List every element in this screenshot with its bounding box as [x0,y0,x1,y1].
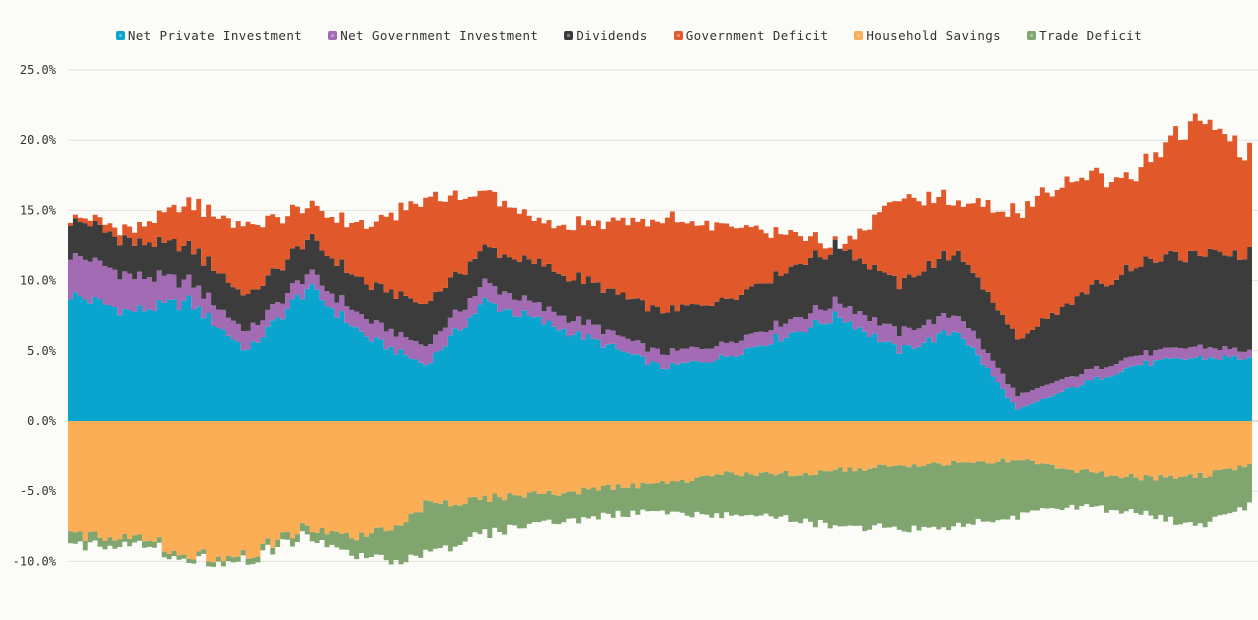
y-tick-label: 15.0% [20,203,57,217]
y-tick-label: 20.0% [20,133,57,147]
legend-swatch-icon [1027,30,1037,40]
y-tick-label: 0.0% [27,414,57,428]
legend-swatch-icon [115,30,125,40]
y-tick-label: 10.0% [20,274,57,288]
legend-swatch-icon [328,30,338,40]
legend-item[interactable]: Net Government Investment [328,28,538,43]
legend-item[interactable]: Dividends [564,28,647,43]
legend-label: Net Private Investment [127,27,303,43]
legend-label: Household Savings [866,27,1002,43]
legend: Net Private Investment Net Government Inv… [0,24,1258,46]
y-tick-label: -5.0% [20,484,57,498]
series-area-trade-deficit[interactable] [68,458,1252,567]
legend-item[interactable]: Trade Deficit [1027,28,1142,43]
legend-label: Government Deficit [685,27,829,43]
y-tick-label: 25.0% [20,63,57,77]
series-area-household-savings[interactable] [68,421,1252,563]
legend-label: Dividends [576,27,648,43]
legend-item[interactable]: Household Savings [854,28,1001,43]
legend-swatch-icon [564,30,574,40]
legend-swatch-icon [854,30,864,40]
series-area-net-private-investment[interactable] [68,284,1252,421]
legend-swatch-icon [673,30,683,40]
y-tick-label: 5.0% [27,344,57,358]
series-area-government-deficit[interactable] [68,113,1252,340]
y-tick-label: -10.0% [13,554,57,568]
legend-item[interactable]: Government Deficit [673,27,829,43]
legend-label: Trade Deficit [1039,27,1143,43]
legend-label: Net Government Investment [340,27,539,43]
legend-item[interactable]: Net Private Investment [115,27,303,43]
